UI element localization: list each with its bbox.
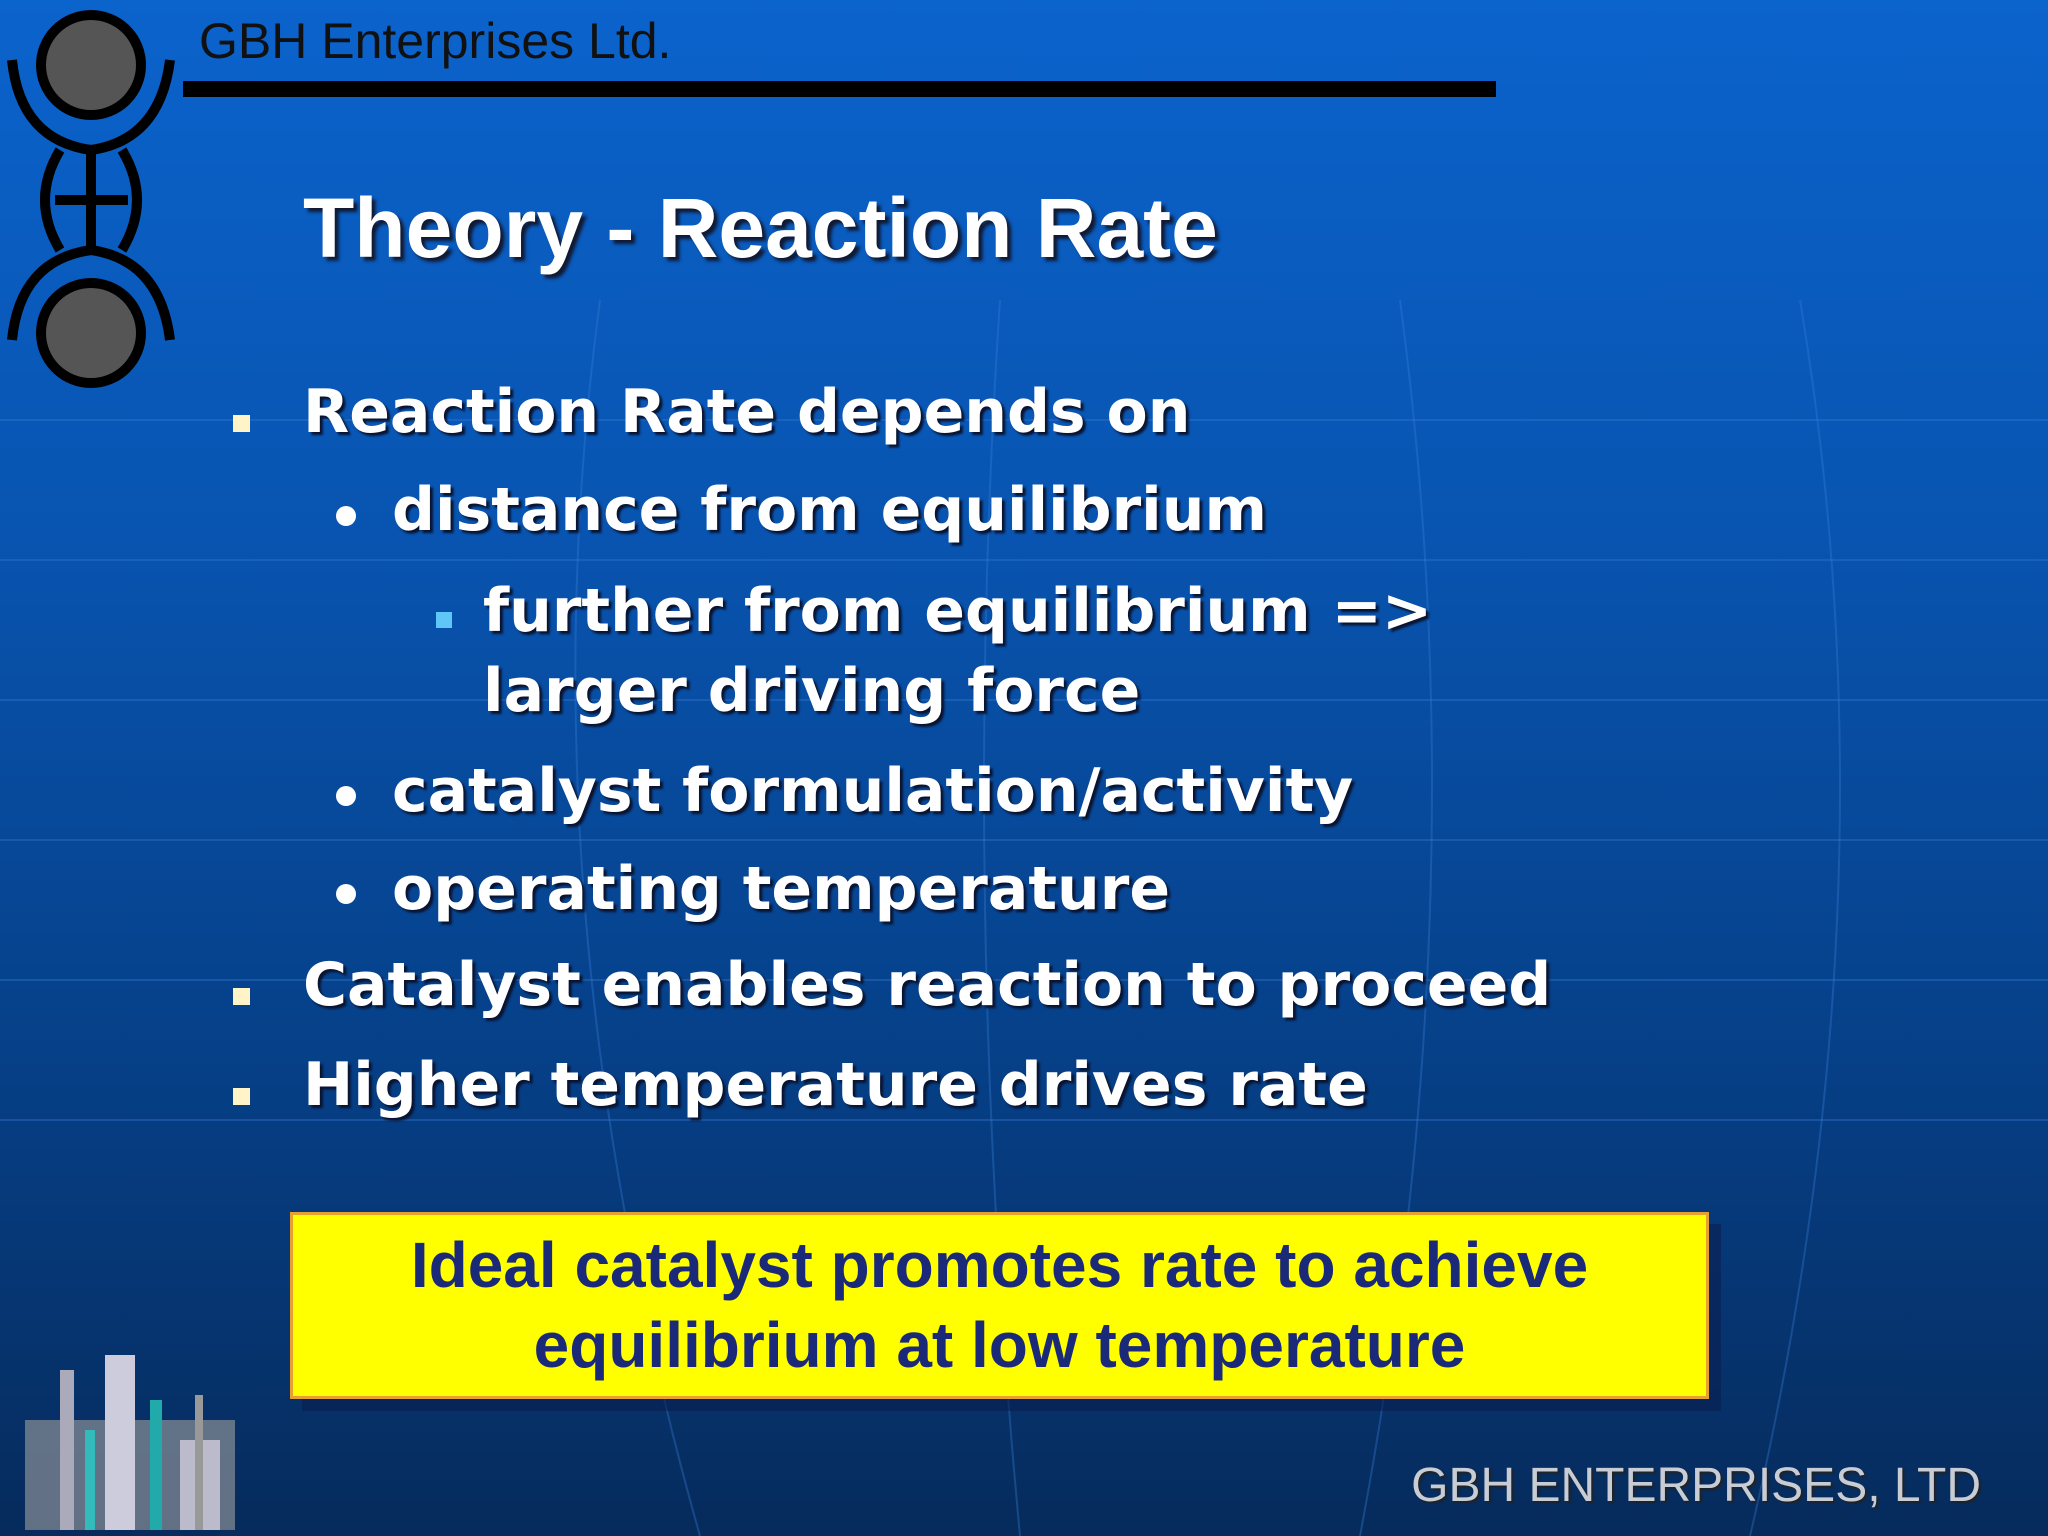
- sub-bullet: operating temperature: [392, 854, 1171, 924]
- sub-sub-bullet: further from equilibrium => larger drivi…: [483, 576, 1433, 726]
- bullet: Catalyst enables reaction to proceed: [303, 950, 1552, 1020]
- bullet-marker: [436, 612, 452, 628]
- sub-bullet: catalyst formulation/activity: [392, 756, 1354, 826]
- bullet-marker: [336, 506, 356, 526]
- footer-company: GBH ENTERPRISES, LTD: [1411, 1459, 1981, 1512]
- bullet-marker: [233, 1088, 250, 1105]
- logo: [7, 10, 175, 388]
- callout-box: Ideal catalyst promotes rate to achieve …: [290, 1212, 1709, 1399]
- bullet-marker: [233, 415, 250, 432]
- bullet: Reaction Rate depends on: [303, 377, 1191, 447]
- bullet-marker: [233, 988, 250, 1005]
- bullet: Higher temperature drives rate: [303, 1050, 1368, 1120]
- bullet-marker: [336, 786, 356, 806]
- company-name: GBH Enterprises Ltd.: [199, 13, 672, 69]
- callout-line: Ideal catalyst promotes rate to achieve: [410, 1229, 1589, 1301]
- plant-illustration: [25, 1355, 235, 1530]
- header-rule: [183, 81, 1496, 97]
- bullet-marker: [336, 884, 356, 904]
- callout-line: equilibrium at low temperature: [533, 1309, 1466, 1381]
- sub-bullet: distance from equilibrium: [392, 475, 1267, 545]
- slide-title: Theory - Reaction Rate: [303, 181, 1218, 275]
